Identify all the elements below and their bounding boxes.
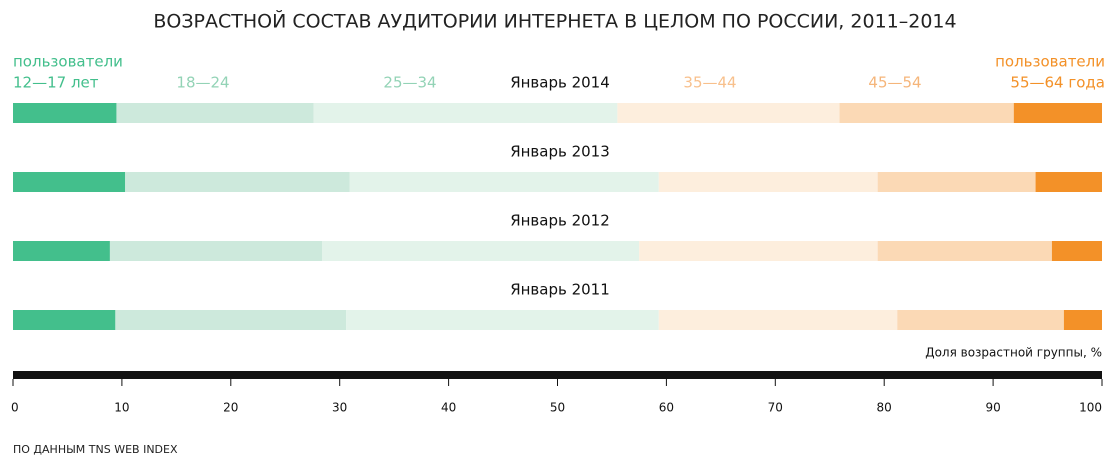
bar-segment (877, 241, 1052, 261)
legend-label: 18—24 (176, 74, 229, 92)
bar-segment (13, 172, 126, 192)
legend-label: 55—64 года (1010, 74, 1105, 92)
bar-segment (1013, 103, 1102, 123)
x-tick-label: 100 (1079, 401, 1102, 415)
bar-segment (322, 241, 640, 261)
bar-segment (115, 310, 347, 330)
bar-segment (658, 310, 898, 330)
category-label: Январь 2011 (510, 281, 610, 299)
bar-segment (116, 103, 314, 123)
bar-segment (13, 103, 117, 123)
x-tick-label: 0 (11, 401, 19, 415)
legend-label: 12—17 лет (13, 74, 99, 92)
x-tick-label: 90 (985, 401, 1000, 415)
legend-label: 25—34 (383, 74, 436, 92)
legend-note: пользователи (13, 53, 123, 71)
category-label: Январь 2013 (510, 143, 610, 161)
x-tick-label: 40 (441, 401, 456, 415)
bar-segment (1035, 172, 1102, 192)
x-tick-label: 80 (877, 401, 892, 415)
x-tick-label: 50 (550, 401, 565, 415)
bar-segment (13, 310, 116, 330)
legend-note: пользователи (995, 53, 1105, 71)
bar-segment (839, 103, 1014, 123)
bar-segment (897, 310, 1064, 330)
bar-segment (639, 241, 878, 261)
category-label: Январь 2014 (510, 74, 610, 92)
x-tick-label: 10 (114, 401, 129, 415)
chart-title: ВОЗРАСТНОЙ СОСТАВ АУДИТОРИИ ИНТЕРНЕТА В … (153, 10, 956, 33)
bar-segment (877, 172, 1036, 192)
bar-segment (125, 172, 350, 192)
x-tick-label: 70 (768, 401, 783, 415)
category-label: Январь 2012 (510, 212, 610, 230)
axis-line (13, 371, 1102, 379)
legend-label: 45—54 (868, 74, 921, 92)
bar-segment (658, 172, 878, 192)
bar-segment (617, 103, 840, 123)
bar-segment (346, 310, 659, 330)
x-tick-label: 20 (223, 401, 238, 415)
bar-segment (349, 172, 659, 192)
x-axis-label: Доля возрастной группы, % (925, 346, 1102, 360)
bar-segment (13, 241, 110, 261)
bar-segment (109, 241, 323, 261)
source: ПО ДАННЫМ TNS WEB INDEX (13, 443, 178, 456)
bar-segment (313, 103, 618, 123)
bar-segment (1063, 310, 1102, 330)
bar-segment (1051, 241, 1102, 261)
x-tick-label: 30 (332, 401, 347, 415)
legend-label: 35—44 (683, 74, 736, 92)
x-tick-label: 60 (659, 401, 674, 415)
